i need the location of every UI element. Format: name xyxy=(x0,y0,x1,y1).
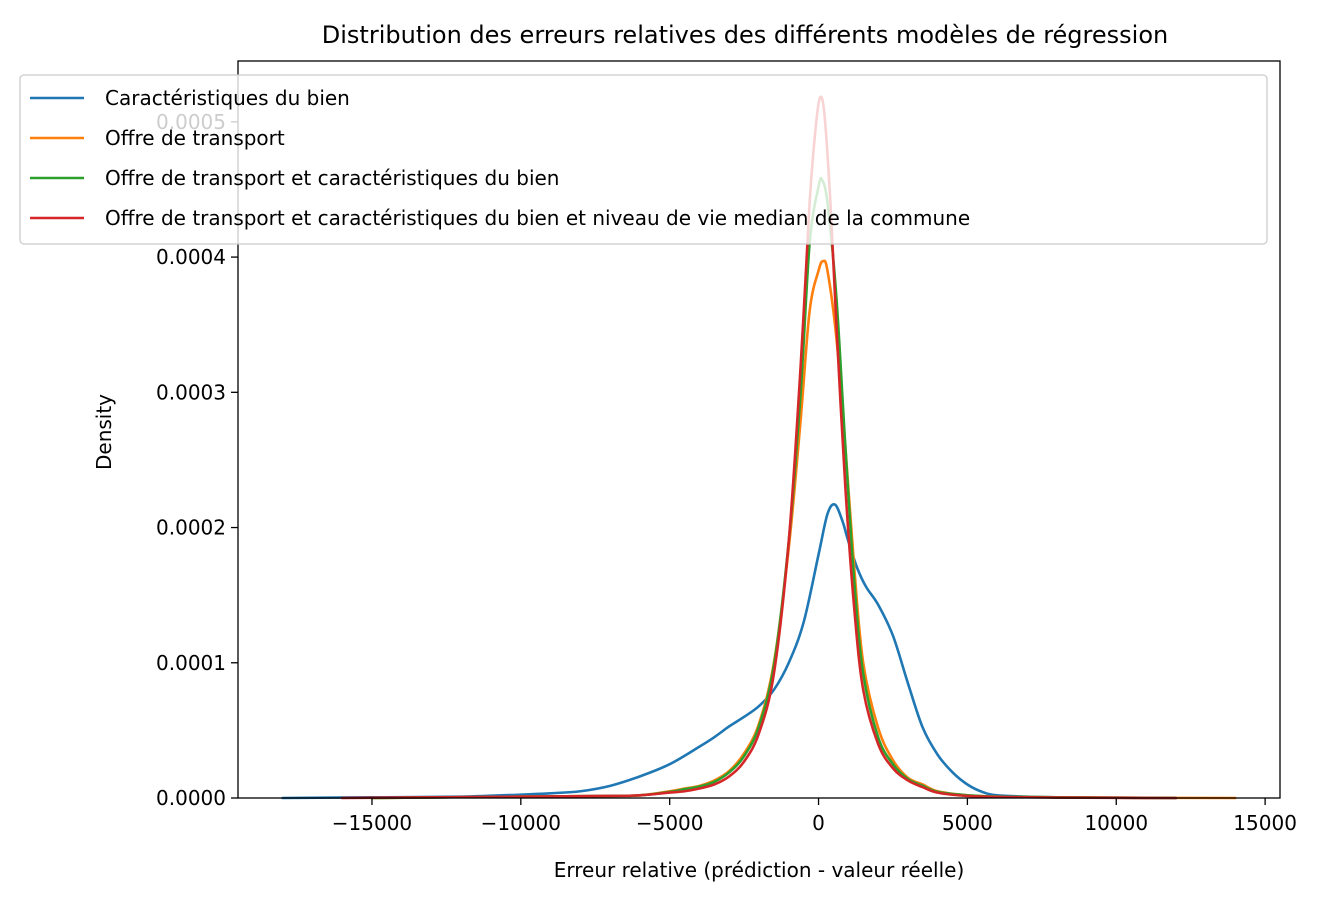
x-tick-label: 0 xyxy=(812,811,825,835)
y-tick-label: 0.0004 xyxy=(156,245,226,269)
legend: Caractéristiques du bien Offre de transpo… xyxy=(19,74,1268,245)
plot-frame xyxy=(237,60,1281,799)
legend-label-4: Offre de transport et caractéristiques d… xyxy=(105,206,970,230)
x-tick-label: 10000 xyxy=(1084,811,1148,835)
series-line-1 xyxy=(281,502,1178,800)
x-tick-label: −5000 xyxy=(636,811,704,835)
legend-label-1: Caractéristiques du bien xyxy=(105,86,350,110)
legend-label-2: Offre de transport xyxy=(105,126,285,150)
legend-label-3: Offre de transport et caractéristiques d… xyxy=(105,166,559,190)
legend-box xyxy=(19,74,1268,245)
x-tick-label: 15000 xyxy=(1233,811,1297,835)
y-axis-label: Density xyxy=(92,394,116,470)
chart-title: Distribution des erreurs relatives des d… xyxy=(322,21,1168,49)
x-axis-label: Erreur relative (prédiction - valeur rée… xyxy=(554,858,965,882)
y-tick-label: 0.0002 xyxy=(156,516,226,540)
x-tick-label: 5000 xyxy=(942,811,993,835)
y-tick-label: 0.0000 xyxy=(156,786,226,810)
x-tick-label: −10000 xyxy=(481,811,561,835)
x-tick-label: −15000 xyxy=(332,811,412,835)
y-tick-label: 0.0001 xyxy=(156,651,226,675)
x-axis-ticks: −15000 −10000 −5000 0 5000 10000 15000 xyxy=(332,798,1297,835)
legend-items: Caractéristiques du bien Offre de transpo… xyxy=(30,86,970,230)
y-tick-label: 0.0003 xyxy=(156,380,226,404)
